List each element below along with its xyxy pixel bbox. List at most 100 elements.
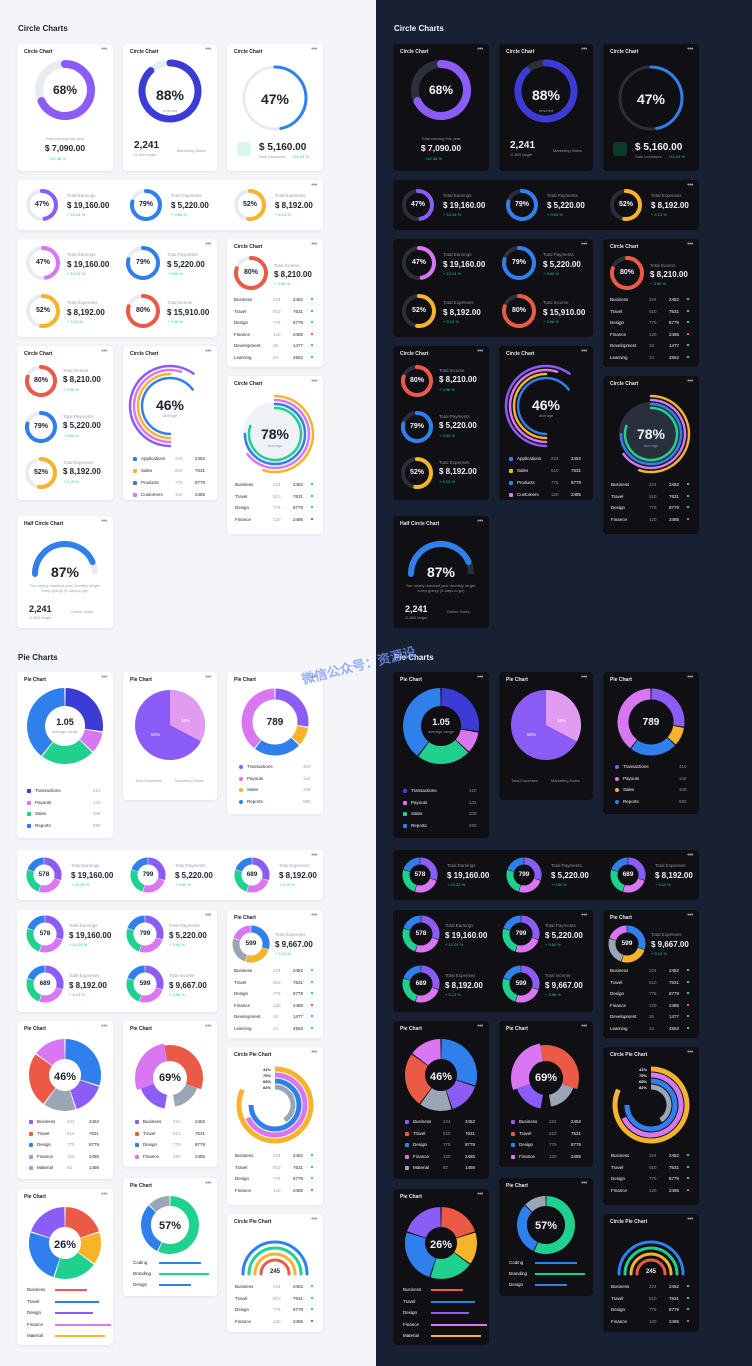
more-options-icon[interactable]: •••	[101, 1023, 107, 1030]
legend-swatch	[27, 800, 31, 805]
trend-icon	[311, 992, 313, 994]
more-options-icon[interactable]: •••	[687, 182, 693, 189]
table-cell: 2485	[669, 331, 680, 337]
table-cell: Learning	[610, 354, 628, 360]
more-options-icon[interactable]: •••	[581, 46, 587, 53]
pie-slice-3	[548, 1083, 574, 1107]
stat-amount: $ 5,220.00	[175, 871, 213, 880]
pie-slice-1	[453, 1232, 477, 1264]
more-options-icon[interactable]: •••	[687, 46, 693, 53]
chart-card: Circle Chart ••• 88% reached 2,241/2,800 tar…	[499, 44, 593, 171]
chart-svg	[408, 541, 474, 577]
change-value: + 5.13 %	[275, 951, 291, 956]
legend-label: Business	[37, 1119, 56, 1124]
ring-center-value: 88%	[531, 87, 561, 103]
stat-amount: $ 8,192.00	[443, 308, 481, 317]
more-options-icon[interactable]: •••	[205, 674, 211, 681]
more-options-icon[interactable]: •••	[477, 1023, 483, 1030]
pie-stat-grid-card: ••• 578 Total Earnings $ 19,160.00 + 10.24 %…	[393, 910, 593, 1012]
chart-svg	[241, 688, 309, 756]
ring-center-value: 87%	[50, 564, 80, 580]
more-options-icon[interactable]: •••	[205, 241, 211, 248]
ring-series-1	[132, 368, 183, 444]
legend-swatch	[403, 800, 407, 805]
more-options-icon[interactable]: •••	[687, 1049, 693, 1056]
more-options-icon[interactable]: •••	[311, 1216, 317, 1223]
trend-icon	[311, 1285, 313, 1287]
more-options-icon[interactable]: •••	[311, 912, 317, 919]
more-options-icon[interactable]: •••	[101, 348, 107, 355]
table-cell: 2452	[293, 1284, 304, 1289]
more-options-icon[interactable]: •••	[311, 182, 317, 189]
more-options-icon[interactable]: •••	[581, 348, 587, 355]
more-options-icon[interactable]: •••	[311, 46, 317, 53]
legend-total: 7631	[571, 468, 582, 473]
pie-slice-2	[402, 869, 417, 892]
pie-slice-0	[135, 1043, 168, 1090]
stat-name: Total Earnings	[67, 252, 96, 257]
progress-bar	[159, 1284, 191, 1286]
more-options-icon[interactable]: •••	[205, 912, 211, 919]
more-options-icon[interactable]: •••	[581, 1180, 587, 1187]
more-options-icon[interactable]: •••	[311, 241, 317, 248]
more-options-icon[interactable]: •••	[101, 1191, 107, 1198]
more-options-icon[interactable]: •••	[101, 674, 107, 681]
change-value: + 9.64 %	[171, 212, 187, 217]
more-options-icon[interactable]: •••	[687, 912, 693, 919]
pie-slice-3	[233, 925, 252, 941]
more-options-icon[interactable]: •••	[687, 852, 693, 859]
table-cell: Finance	[235, 516, 252, 522]
card-title: Pie Chart	[506, 1026, 528, 1032]
pie-center-value: 689	[246, 871, 258, 878]
stat-name: Total Expenses	[279, 863, 310, 868]
legend-label: Finance	[413, 1153, 430, 1159]
more-options-icon[interactable]: •••	[687, 1216, 693, 1223]
table-cell: Travel	[235, 1295, 248, 1301]
more-options-icon[interactable]: •••	[311, 1049, 317, 1056]
more-options-icon[interactable]: •••	[687, 241, 693, 248]
circle-pie-arc-2	[253, 1252, 297, 1276]
more-options-icon[interactable]: •••	[581, 912, 587, 919]
more-options-icon[interactable]: •••	[311, 378, 317, 385]
pie-slice-3	[27, 857, 45, 872]
more-options-icon[interactable]: •••	[311, 852, 317, 859]
ring-center-value: 88%	[155, 87, 185, 103]
ring-series-2	[619, 402, 683, 466]
more-options-icon[interactable]: •••	[477, 518, 483, 525]
stat-name: Total Expenses	[67, 300, 98, 305]
card-title: Circle Chart	[234, 381, 263, 387]
more-options-icon[interactable]: •••	[205, 1180, 211, 1187]
more-options-icon[interactable]: •••	[205, 46, 211, 53]
pie-stat-grid-card: ••• 578 Total Earnings $ 19,160.00 + 10.24 %…	[17, 910, 217, 1012]
amount: $ 5,160.00	[635, 142, 683, 153]
more-options-icon[interactable]: •••	[477, 46, 483, 53]
table-cell: 510	[273, 1295, 281, 1301]
more-options-icon[interactable]: •••	[101, 46, 107, 53]
more-options-icon[interactable]: •••	[477, 1191, 483, 1198]
more-options-icon[interactable]: •••	[477, 674, 483, 681]
more-options-icon[interactable]: •••	[581, 1023, 587, 1030]
more-options-icon[interactable]: •••	[581, 241, 587, 248]
pie-slice-1	[69, 1079, 100, 1110]
more-options-icon[interactable]: •••	[311, 674, 317, 681]
stat-name: Total Income	[63, 368, 89, 373]
more-options-icon[interactable]: •••	[477, 348, 483, 355]
more-options-icon[interactable]: •••	[687, 674, 693, 681]
legend-value: 590	[303, 798, 311, 804]
more-options-icon[interactable]: •••	[205, 1023, 211, 1030]
more-options-icon[interactable]: •••	[101, 518, 107, 525]
legend-value: 224	[175, 456, 183, 461]
table-cell: 775	[649, 1176, 657, 1181]
more-options-icon[interactable]: •••	[687, 378, 693, 385]
legend-label: Transactions	[411, 788, 437, 793]
table-cell: 775	[649, 505, 657, 510]
legend-label: Applications	[517, 456, 542, 461]
pie-center-value: 689	[622, 871, 634, 878]
more-options-icon[interactable]: •••	[581, 674, 587, 681]
more-options-icon[interactable]: •••	[205, 348, 211, 355]
circle-pie-arc-3	[650, 1084, 672, 1123]
pie-slice-0	[44, 965, 64, 990]
table-cell: 7631	[669, 308, 680, 314]
arc-label: 41%	[263, 1067, 272, 1072]
legend-value: 120	[67, 1153, 75, 1159]
